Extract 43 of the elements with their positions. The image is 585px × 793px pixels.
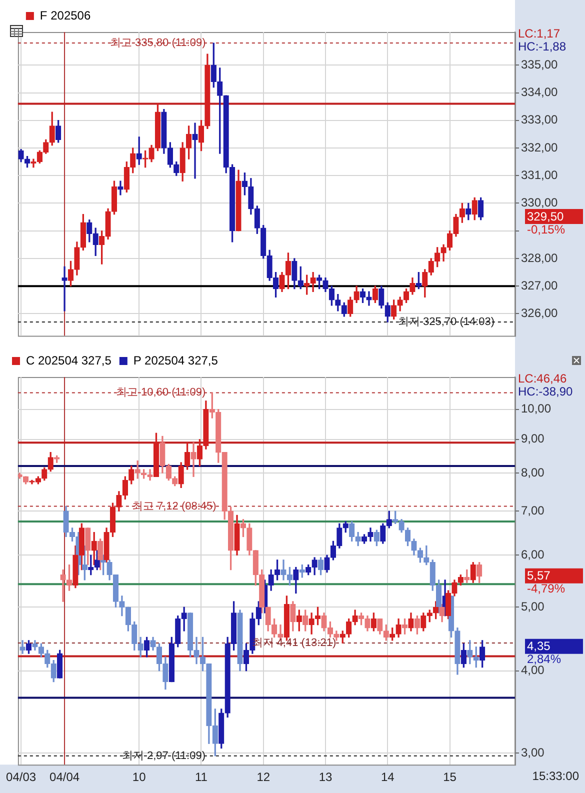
y-tick-label: 6,00 <box>521 547 545 562</box>
text: LC:46,46 <box>518 371 568 386</box>
y-tick-label: 3,00 <box>521 745 545 760</box>
legend-label: C 202504 327,5 <box>26 353 112 368</box>
y-tick-label: 331,00 <box>521 168 558 182</box>
legend-label: P 202504 327,5 <box>133 353 218 368</box>
y-tick-label: 332,00 <box>521 140 558 154</box>
text: 5,57 <box>527 568 551 583</box>
y-tick-label: 8,00 <box>521 465 545 480</box>
y-tick-label: 326,00 <box>521 306 558 320</box>
legend-label: F 202506 <box>40 8 91 22</box>
text: HC:-1,88 <box>518 39 566 54</box>
y-tick-label: 327,00 <box>521 278 558 292</box>
ref-line-label: 최저 2,97 (11:09) <box>122 750 206 762</box>
x-tick-label: 15 <box>443 770 457 784</box>
x-tick-label: 13 <box>318 770 332 784</box>
ref-line-label: 최고 7,12 (08:45) <box>132 500 216 512</box>
y-tick-label: 333,00 <box>521 112 558 127</box>
x-axis-title: 15:33:00 <box>532 768 580 783</box>
candlestick <box>192 122 198 179</box>
y-tick-label: 330,00 <box>521 196 558 210</box>
text: -4,79% <box>527 582 566 596</box>
text: LC:1,17 <box>518 26 560 40</box>
candlestick <box>118 180 124 196</box>
x-tick-label: 14 <box>380 770 395 784</box>
candlestick <box>62 266 68 312</box>
y-tick-label: 9,00 <box>521 432 545 446</box>
y-tick-label: 10,00 <box>521 402 552 416</box>
x-tick-label: 04/04 <box>50 770 80 784</box>
x-tick-label: 11 <box>194 770 208 784</box>
text: -0,15% <box>527 222 566 236</box>
y-tick-label: 5,00 <box>521 599 545 614</box>
x-tick-label: 04/03 <box>6 770 36 784</box>
text: HC:-38,90 <box>518 384 574 398</box>
text: 329,50 <box>527 209 564 224</box>
y-tick-label: 335,00 <box>521 57 558 72</box>
ref-line-label: 최고 10,60 (11:09) <box>116 386 206 399</box>
y-tick-label: 7,00 <box>521 503 545 518</box>
text: 4,35 <box>527 639 551 654</box>
x-tick-label: 10 <box>132 770 146 784</box>
x-tick-label: 12 <box>256 770 270 784</box>
y-tick-label: 334,00 <box>521 85 558 100</box>
y-tick-label: 328,00 <box>521 250 558 265</box>
